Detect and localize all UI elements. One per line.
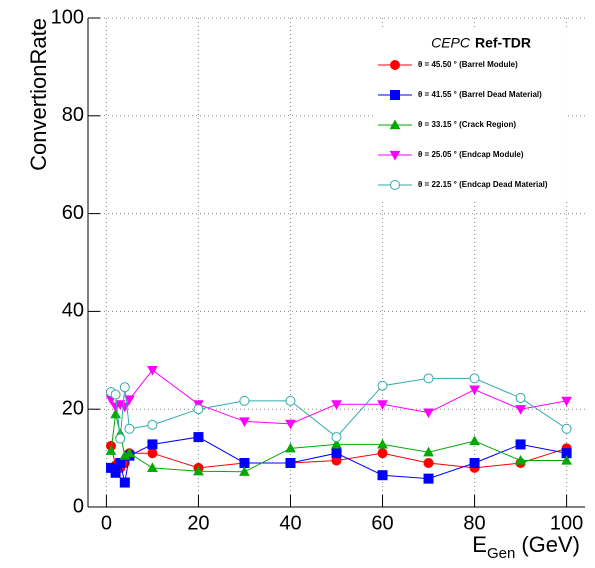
marker: [239, 457, 250, 468]
marker: [331, 400, 342, 410]
marker: [377, 380, 388, 391]
marker: [561, 396, 572, 407]
marker: [515, 405, 526, 415]
marker: [239, 417, 250, 427]
x-axis-title: EGen (GeV): [472, 532, 580, 562]
marker: [423, 446, 434, 457]
legend-box: [375, 28, 567, 200]
x-tick-label: 0: [101, 512, 112, 534]
marker: [561, 455, 572, 465]
legend-label: θ = 25.05 ° (Endcap Module): [418, 150, 524, 159]
marker: [331, 448, 342, 459]
marker: [110, 467, 121, 478]
y-tick-label: 100: [51, 6, 84, 28]
marker: [105, 445, 117, 455]
marker: [285, 457, 296, 468]
marker: [469, 385, 480, 396]
x-tick-label: 20: [187, 512, 209, 534]
marker: [331, 438, 342, 449]
legend-title: CEPC: [431, 35, 471, 51]
y-axis-title: ConvertionRate: [26, 18, 51, 171]
marker: [285, 419, 296, 430]
marker: [115, 457, 126, 468]
marker: [469, 373, 480, 384]
marker: [110, 389, 121, 400]
marker: [239, 395, 250, 406]
legend-label: θ = 41.55 ° (Barrel Dead Material): [418, 90, 542, 99]
marker: [390, 90, 400, 100]
marker: [124, 395, 135, 405]
marker: [124, 447, 135, 458]
marker: [423, 457, 434, 468]
marker: [193, 465, 204, 476]
marker: [377, 438, 388, 449]
marker: [515, 455, 526, 465]
marker: [147, 365, 158, 376]
legend-label: θ = 22.15 ° (Endcap Dead Material): [418, 180, 548, 189]
marker: [469, 457, 480, 468]
x-tick-label: 80: [463, 512, 485, 534]
x-axis-title-sub: Gen: [487, 545, 515, 562]
marker: [389, 150, 401, 161]
x-axis-title-unit: (GeV): [521, 532, 580, 557]
x-tick-label: 100: [550, 512, 583, 534]
x-tick-label: 40: [279, 512, 301, 534]
marker: [115, 433, 126, 444]
marker: [285, 395, 296, 406]
marker: [147, 462, 158, 472]
x-tick-label: 60: [371, 512, 393, 534]
marker: [193, 432, 204, 443]
marker: [423, 473, 434, 484]
legend-subtitle: Ref-TDR: [475, 35, 531, 51]
x-axis-title-main: E: [472, 532, 487, 557]
marker: [390, 180, 400, 190]
marker: [389, 119, 401, 130]
marker: [331, 432, 342, 443]
y-tick-label: 60: [62, 202, 84, 224]
y-tick-label: 20: [62, 397, 84, 419]
marker: [147, 419, 158, 430]
marker: [390, 60, 400, 70]
marker: [377, 400, 388, 410]
marker: [377, 470, 388, 481]
axes: 0 20 40 60 80 100 0 20 40 60 80 100: [51, 6, 585, 534]
marker: [377, 448, 388, 459]
plot-area: [105, 365, 572, 488]
marker: [285, 442, 296, 453]
legend-label: θ = 33.15 ° (Crack Region): [418, 120, 516, 129]
y-tick-label: 0: [73, 495, 84, 517]
y-tick-label: 40: [62, 300, 84, 322]
marker: [193, 404, 204, 415]
marker: [423, 408, 434, 419]
marker: [119, 477, 130, 488]
marker: [515, 439, 526, 450]
marker: [561, 423, 572, 434]
y-tick-label: 80: [62, 104, 84, 126]
marker: [124, 423, 135, 434]
marker: [515, 392, 526, 403]
marker: [147, 439, 158, 450]
marker: [469, 435, 480, 446]
marker: [423, 373, 434, 384]
marker: [119, 382, 130, 393]
marker: [239, 466, 250, 476]
marker: [147, 448, 158, 459]
legend: CEPC Ref-TDR θ = 45.50 ° (Barrel Module)…: [375, 28, 567, 200]
legend-label: θ = 45.50 ° (Barrel Module): [418, 60, 518, 69]
